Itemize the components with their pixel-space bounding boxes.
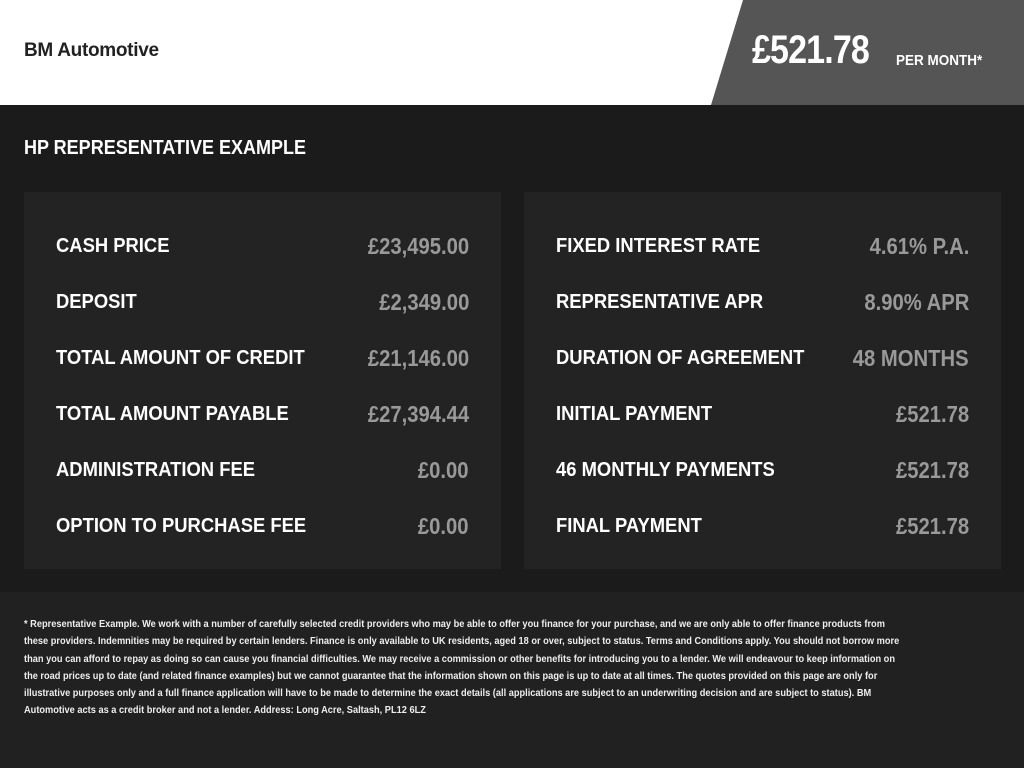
row-value: £23,495.00 (367, 232, 469, 259)
monthly-price: £521.78 (752, 28, 870, 72)
row-label: 46 MONTHLY PAYMENTS (556, 458, 775, 481)
row-value: £0.00 (418, 456, 469, 483)
finance-row: OPTION TO PURCHASE FEE £0.00 (56, 498, 469, 554)
disclaimer-text: * Representative Example. We work with a… (24, 618, 900, 717)
row-value: £521.78 (895, 456, 969, 483)
row-label: ADMINISTRATION FEE (56, 458, 255, 481)
footer: * Representative Example. We work with a… (0, 592, 1024, 768)
row-label: TOTAL AMOUNT PAYABLE (56, 402, 289, 425)
finance-row: CASH PRICE £23,495.00 (56, 218, 469, 274)
row-label: DURATION OF AGREEMENT (556, 346, 805, 369)
row-value: 8.90% APR (864, 288, 969, 315)
finance-row: 46 MONTHLY PAYMENTS £521.78 (556, 442, 969, 498)
row-label: OPTION TO PURCHASE FEE (56, 514, 307, 537)
row-label: DEPOSIT (56, 290, 137, 313)
row-value: £27,394.44 (367, 400, 469, 427)
row-value: £21,146.00 (367, 344, 469, 371)
row-label: TOTAL AMOUNT OF CREDIT (56, 346, 305, 369)
finance-row: DURATION OF AGREEMENT 48 MONTHS (556, 330, 969, 386)
finance-row: FIXED INTEREST RATE 4.61% P.A. (556, 218, 969, 274)
row-value: 48 MONTHS (853, 344, 969, 371)
row-value: £2,349.00 (378, 288, 469, 315)
finance-card-left: CASH PRICE £23,495.00 DEPOSIT £2,349.00 TO… (24, 192, 501, 569)
row-label: CASH PRICE (56, 234, 170, 257)
row-value: £0.00 (418, 512, 469, 539)
row-label: INITIAL PAYMENT (556, 402, 713, 425)
finance-row: INITIAL PAYMENT £521.78 (556, 386, 969, 442)
row-value: £521.78 (895, 400, 969, 427)
finance-row: DEPOSIT £2,349.00 (56, 274, 469, 330)
row-label: FINAL PAYMENT (556, 514, 702, 537)
brand-name: BM Automotive (24, 40, 159, 61)
header: BM Automotive £521.78 PER MONTH* (0, 0, 1024, 105)
finance-row: REPRESENTATIVE APR 8.90% APR (556, 274, 969, 330)
finance-card-right: FIXED INTEREST RATE 4.61% P.A. REPRESENTA… (524, 192, 1001, 569)
per-month-label: PER MONTH* (896, 52, 983, 69)
monthly-price-block: £521.78 PER MONTH* (711, 0, 1024, 105)
finance-row: FINAL PAYMENT £521.78 (556, 498, 969, 554)
row-label: REPRESENTATIVE APR (556, 290, 764, 313)
finance-row: ADMINISTRATION FEE £0.00 (56, 442, 469, 498)
finance-row: TOTAL AMOUNT PAYABLE £27,394.44 (56, 386, 469, 442)
row-value: £521.78 (895, 512, 969, 539)
section-title: HP REPRESENTATIVE EXAMPLE (24, 137, 307, 159)
finance-row: TOTAL AMOUNT OF CREDIT £21,146.00 (56, 330, 469, 386)
row-label: FIXED INTEREST RATE (556, 234, 761, 257)
row-value: 4.61% P.A. (869, 232, 969, 259)
